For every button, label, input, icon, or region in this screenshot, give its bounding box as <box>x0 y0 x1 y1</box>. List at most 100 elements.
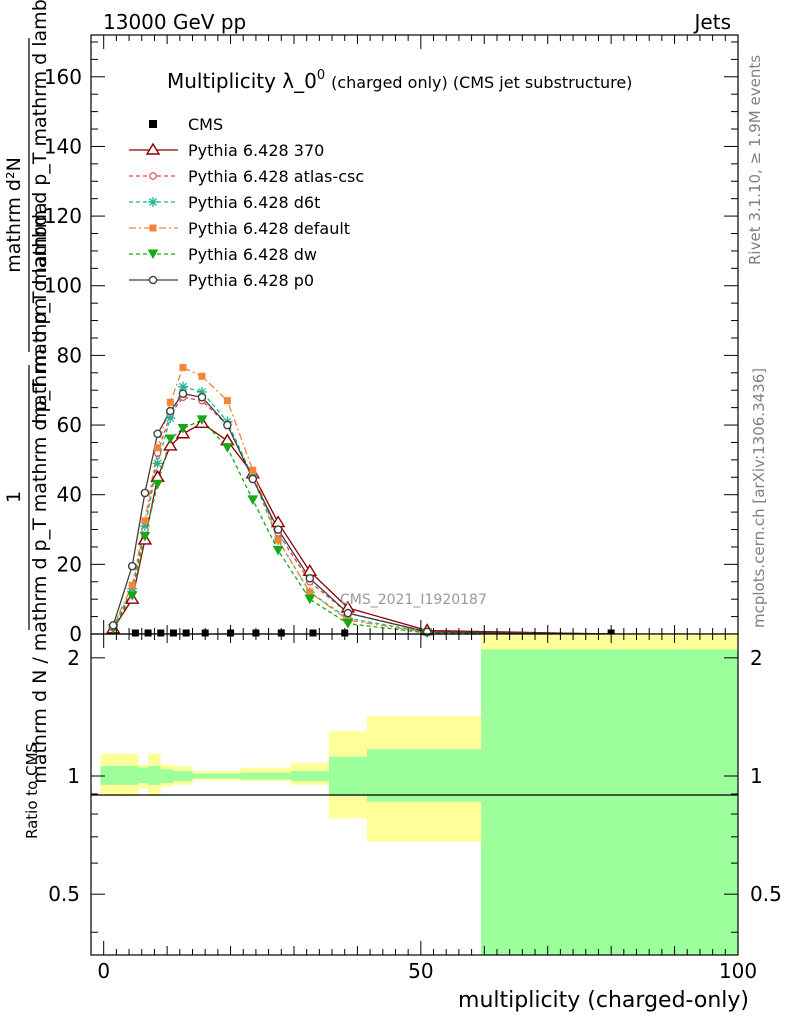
y-tick-label: 20 <box>57 552 82 576</box>
header-left: 13000 GeV pp <box>103 10 246 34</box>
legend-label: Pythia 6.428 370 <box>188 141 324 160</box>
series-point <box>139 531 151 542</box>
series-point <box>153 429 162 439</box>
legend-marker <box>148 275 158 285</box>
ratio-panel: 0.5 0.5 1 1 2 2 <box>48 633 782 956</box>
legend-marker <box>147 249 159 260</box>
legend-marker <box>145 142 161 155</box>
series-point <box>108 620 118 630</box>
series-line <box>112 396 612 635</box>
ratio-stat-band <box>122 766 139 785</box>
series-point <box>152 479 163 490</box>
legend-label: CMS <box>188 115 223 134</box>
legend-marker <box>148 197 158 207</box>
series-point <box>342 619 354 629</box>
title-main: Multiplicity λ_0 <box>167 69 317 93</box>
series-point <box>248 474 258 484</box>
series-point <box>197 392 207 402</box>
ratio-stat-band <box>138 767 149 783</box>
ratio-stat-band <box>290 770 329 782</box>
data-point <box>309 629 317 637</box>
y-tick-label: 80 <box>57 343 82 367</box>
series-point <box>166 398 174 406</box>
series-point <box>305 573 315 583</box>
watermark: CMS_2021_I1920187 <box>340 592 487 608</box>
ratio-tick-label: 1 <box>67 764 80 788</box>
series-point <box>165 406 175 416</box>
series-point <box>164 434 176 444</box>
chart-title: Multiplicity λ_00 (charged only) (CMS jet… <box>167 68 632 93</box>
data-point <box>144 629 152 637</box>
ratio-stat-band <box>100 766 123 785</box>
series-point <box>141 517 149 525</box>
y-label-denominator: mathrm d N / mathrm d p_T mathrm d p_T m… <box>29 202 51 783</box>
ratio-stat-band <box>192 773 241 779</box>
series-point <box>128 581 136 589</box>
ratio-stat-band <box>481 649 738 955</box>
data-point <box>157 629 165 637</box>
legend: CMS Pythia 6.428 370 Pythia 6.428 atlas-cs… <box>129 115 364 290</box>
ratio-tick-label: 0.5 <box>750 882 782 906</box>
legend-marker <box>149 224 157 232</box>
series-point <box>273 525 283 534</box>
rivet-label: Rivet 3.1.10, ≥ 1.9M events <box>746 55 764 265</box>
y-label-top: mathrm d²N <box>3 157 25 273</box>
series-line <box>112 392 612 635</box>
data-point <box>169 629 177 637</box>
series-point <box>126 591 138 601</box>
series-point <box>247 495 259 505</box>
y-tick-label: 60 <box>57 413 82 437</box>
series-line <box>112 385 612 635</box>
series-point <box>222 443 233 453</box>
series-point <box>177 424 189 434</box>
main-panel: 0 20 40 60 80 100 120 140 160 <box>44 34 739 646</box>
y-tick-label: 160 <box>44 65 82 89</box>
ratio-stat-band <box>148 766 161 785</box>
series-point <box>223 397 231 405</box>
series-point <box>223 420 232 430</box>
legend-marker <box>149 172 157 180</box>
series-point <box>179 364 187 372</box>
x-axis-label: multiplicity (charged-only) <box>458 988 749 1013</box>
data-point <box>182 629 190 637</box>
ratio-tick-label: 2 <box>67 646 80 670</box>
series-point <box>196 415 208 425</box>
y-axis-label: 1 mathrm d N / mathrm d p_T mathrm d p_T… <box>3 0 51 784</box>
x-tick-label: 100 <box>719 959 757 983</box>
legend-label: Pythia 6.428 d6t <box>188 193 320 212</box>
x-tick-label: 0 <box>97 959 110 983</box>
y-label-numerator: 1 <box>3 491 25 503</box>
series-point <box>272 545 284 556</box>
series-line <box>112 366 612 635</box>
series-point <box>306 588 314 596</box>
header-right: Jets <box>693 10 731 34</box>
series-point <box>165 413 176 424</box>
ratio-tick-label: 2 <box>750 646 763 670</box>
x-axis: 0 50 100 <box>97 35 757 983</box>
series-point <box>304 594 316 605</box>
y-tick-label: 120 <box>44 204 82 228</box>
series-point <box>343 608 353 618</box>
series-point <box>274 536 282 544</box>
series-point <box>249 466 257 474</box>
ratio-stat-band <box>328 756 367 796</box>
legend-label: Pythia 6.428 default <box>188 219 350 238</box>
y-tick-label: 0 <box>69 622 82 646</box>
ratio-y-label: Ratio to CMS <box>23 743 41 839</box>
legend-label: Pythia 6.428 atlas-csc <box>188 167 364 186</box>
legend-label: Pythia 6.428 p0 <box>188 271 314 290</box>
y-label-top-denominator: mathrm d p_T mathrm d p_T mathrm d lambd… <box>29 0 51 424</box>
ratio-stat-band <box>160 769 174 783</box>
ratio-tick-label: 1 <box>750 764 763 788</box>
series-point <box>127 561 137 571</box>
y-tick-label: 100 <box>44 274 82 298</box>
series-point <box>302 563 318 577</box>
x-tick-label: 50 <box>408 959 433 983</box>
ratio-stat-band <box>366 749 482 802</box>
data-point <box>131 629 139 637</box>
series-point <box>198 372 206 380</box>
ratio-stat-band <box>240 772 291 780</box>
title-sup: 0 <box>317 68 325 83</box>
title-tail: (charged only) (CMS jet substructure) <box>331 73 632 92</box>
ratio-tick-label: 0.5 <box>48 882 80 906</box>
